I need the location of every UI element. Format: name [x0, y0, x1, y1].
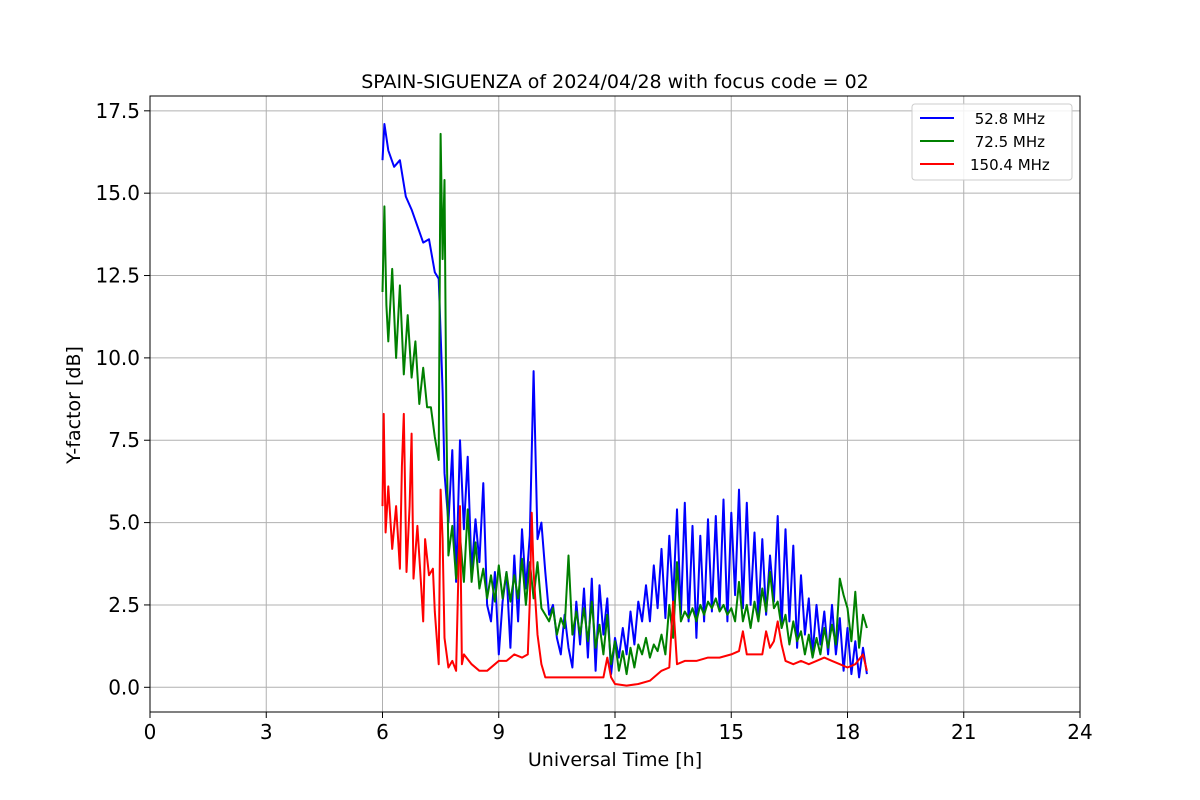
x-tick-label: 15 [719, 720, 744, 744]
y-axis-label: Y-factor [dB] [63, 346, 85, 465]
x-tick-label: 12 [602, 720, 627, 744]
ticks: 0 3 6 9 12 15 18 21 24 0.0 2.5 5.0 7.5 10.0 12.5 15.0 17… [95, 99, 1092, 744]
chart-title: SPAIN-SIGUENZA of 2024/04/28 with focus … [361, 71, 869, 93]
y-tick-label: 15.0 [95, 181, 140, 205]
x-tick-label: 18 [835, 720, 860, 744]
series-line-1 [381, 132, 868, 676]
legend-label: 150.4 MHz [970, 156, 1050, 174]
legend-label: 72.5 MHz [970, 133, 1045, 151]
y-tick-label: 5.0 [108, 511, 140, 535]
series-line-0 [381, 123, 868, 679]
y-tick-label: 12.5 [95, 264, 140, 288]
x-tick-label: 21 [951, 720, 976, 744]
series-layer [381, 123, 868, 687]
y-tick-label: 7.5 [108, 428, 140, 452]
y-tick-label: 2.5 [108, 593, 140, 617]
x-tick-label: 3 [260, 720, 273, 744]
x-tick-label: 24 [1067, 720, 1092, 744]
series-line-2 [381, 412, 868, 687]
legend: 52.8 MHz 72.5 MHz 150.4 MHz [911, 103, 1073, 181]
legend-label: 52.8 MHz [970, 110, 1045, 128]
y-tick-label: 10.0 [95, 346, 140, 370]
x-tick-label: 6 [376, 720, 389, 744]
y-tick-label: 0.0 [108, 675, 140, 699]
y-tick-label: 17.5 [95, 99, 140, 123]
x-tick-label: 9 [492, 720, 505, 744]
x-tick-label: 0 [144, 720, 157, 744]
legend-box [911, 103, 1073, 181]
x-axis-label: Universal Time [h] [528, 749, 702, 771]
